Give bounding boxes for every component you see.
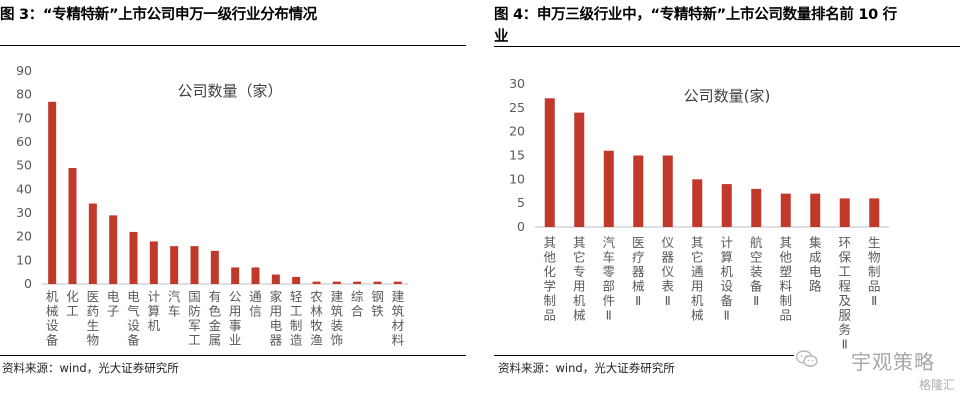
- bar: [353, 281, 362, 284]
- figure-3-panel: 图 3：“专精特新”上市公司申万一级行业分布情况 0 10 20 30 40 50 60 70…: [0, 0, 470, 402]
- y-tick-label: 25: [509, 100, 525, 115]
- figure-3-source: 资料来源：wind，光大证券研究所: [2, 361, 179, 375]
- x-tick-label: 农林牧渔: [310, 289, 323, 348]
- x-tick-label: 其他化学制品: [543, 235, 556, 323]
- bar: [393, 281, 402, 284]
- bar: [603, 150, 614, 227]
- bar: [751, 188, 762, 227]
- gelonghui-logo: 格隆汇: [918, 378, 955, 392]
- bar: [312, 281, 321, 284]
- y-tick-label: 10: [16, 252, 32, 267]
- figure-3-top-rule: [0, 45, 466, 46]
- x-tick-label: 其他塑料制品: [779, 235, 792, 323]
- wechat-icon: [796, 350, 818, 367]
- bar: [869, 198, 880, 227]
- figure-4-title-line2: 业: [494, 29, 509, 45]
- figure-4-source: 资料来源：wind，光大证券研究所: [498, 361, 675, 375]
- bar: [292, 276, 301, 284]
- bar: [692, 179, 703, 227]
- y-tick-label: 80: [16, 87, 32, 102]
- x-tick-label: 航空装备 Ⅱ: [750, 235, 763, 308]
- y-tick-label: 10: [509, 171, 525, 186]
- figure-3-bottom-rule: [0, 355, 466, 356]
- x-tick-label: 家用电器: [270, 289, 283, 348]
- x-tick-label: 汽车: [168, 289, 181, 319]
- y-tick-label: 0: [517, 219, 525, 234]
- x-tick-label: 电气设备: [127, 289, 140, 348]
- x-tick-label: 医药生物: [87, 289, 100, 348]
- y-tick-label: 50: [16, 158, 32, 173]
- chart-inner-title: 公司数量（家）: [177, 82, 282, 100]
- chart-inner-title: 公司数量(家): [684, 87, 771, 105]
- bar: [839, 198, 850, 227]
- x-tick-label: 汽车零部件 Ⅱ: [602, 235, 615, 323]
- bar: [251, 267, 260, 284]
- x-tick-label: 其它专用机械: [573, 235, 586, 323]
- x-tick-label: 化工: [66, 289, 79, 319]
- figure-4-panel: 图 4：申万三级行业中，“专精特新”上市公司数量排名前 10 行 业 0 5 10 1…: [494, 0, 961, 402]
- y-tick-label: 60: [16, 134, 32, 149]
- y-tick-label: 0: [24, 276, 32, 291]
- bar: [633, 155, 644, 227]
- bar: [68, 168, 77, 284]
- x-tick-label: 其它通用机械: [691, 235, 704, 323]
- bar: [810, 193, 821, 227]
- figure-3-title: 图 3：“专精特新”上市公司申万一级行业分布情况: [0, 7, 317, 23]
- y-tick-label: 90: [16, 63, 32, 78]
- x-tick-label: 仪器仪表 Ⅱ: [661, 235, 674, 308]
- x-tick-label: 有色金属: [209, 289, 222, 348]
- bar: [574, 112, 585, 227]
- y-tick-label: 20: [16, 229, 32, 244]
- y-tick-label: 20: [509, 124, 525, 139]
- bar: [129, 231, 138, 284]
- y-tick-label: 40: [16, 181, 32, 196]
- y-tick-label: 5: [517, 195, 525, 210]
- x-tick-label: 生物制品 Ⅱ: [868, 235, 881, 308]
- bar: [170, 246, 179, 284]
- x-tick-label: 机械设备: [46, 289, 59, 348]
- x-tick-label: 钢铁: [371, 289, 384, 319]
- bar: [780, 193, 791, 227]
- x-tick-label: 计算机设备 Ⅱ: [720, 235, 733, 323]
- figure-3-chart: 0 10 20 30 40 50 60 70 80 90 机械设备化工医药生物电子电气设备计算机汽车…: [16, 63, 408, 348]
- x-tick-label: 公用事业: [229, 289, 242, 348]
- figure-4-top-rule: [494, 46, 960, 47]
- bar: [544, 98, 555, 227]
- bar: [662, 155, 673, 227]
- x-tick-label: 计算机: [148, 289, 161, 333]
- y-tick-label: 30: [16, 205, 32, 220]
- figure-4-bottom-rule: [494, 355, 794, 356]
- bar: [190, 246, 199, 284]
- x-tick-label: 集成电路: [809, 235, 822, 294]
- bar: [109, 215, 118, 284]
- figure-4-title-line1: 图 4：申万三级行业中，“专精特新”上市公司数量排名前 10 行: [494, 7, 897, 23]
- y-tick-label: 15: [509, 148, 525, 163]
- x-tick-label: 电子: [107, 289, 120, 319]
- x-tick-label: 国防军工: [188, 289, 201, 348]
- x-tick-label: 医疗器械 Ⅱ: [632, 235, 645, 308]
- bar: [149, 241, 158, 284]
- x-tick-label: 建筑装饰: [331, 289, 344, 348]
- bar: [271, 274, 280, 284]
- bar: [48, 101, 57, 285]
- bar: [210, 250, 219, 284]
- bar: [721, 184, 732, 227]
- bar: [373, 281, 382, 284]
- figure-4-chart: 0 5 10 15 20 25 30 其他化学制品 其它专用机械 汽车零部件 Ⅱ 医疗器械 Ⅱ 仪器仪表 Ⅱ…: [509, 76, 889, 352]
- y-tick-label: 70: [16, 110, 32, 125]
- y-tick-label: 30: [509, 76, 525, 91]
- bar: [332, 281, 341, 284]
- watermark-text: 宇观策略: [851, 350, 935, 374]
- x-tick-label: 轻工制造: [290, 289, 303, 348]
- bar: [88, 203, 97, 284]
- x-tick-label: 环保工程及服务 Ⅱ: [838, 235, 851, 352]
- x-tick-label: 通信: [249, 289, 262, 319]
- figure-4-title: 图 4：申万三级行业中，“专精特新”上市公司数量排名前 10 行 业: [494, 4, 897, 48]
- x-tick-label: 建筑材料: [392, 289, 405, 348]
- x-tick-label: 综合: [351, 289, 364, 319]
- bar: [231, 267, 240, 284]
